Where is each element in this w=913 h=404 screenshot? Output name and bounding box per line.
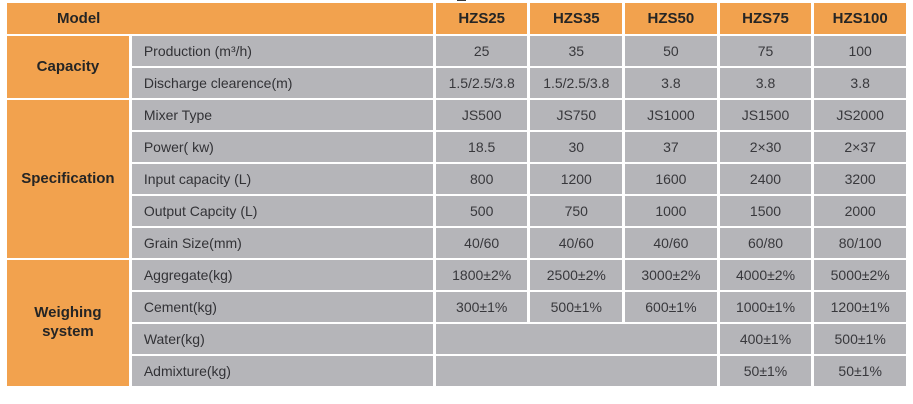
value-cell: 50±1% xyxy=(814,356,906,386)
value-cell: 18.5 xyxy=(435,132,528,162)
table-row: Grain Size(mm) 40/60 40/60 40/60 60/80 8… xyxy=(7,228,906,258)
value-cell: 40/60 xyxy=(625,228,717,258)
value-cell: 40/60 xyxy=(435,228,528,258)
value-cell: 500 xyxy=(435,196,528,226)
value-cell: 1.5/2.5/3.8 xyxy=(435,68,528,98)
column-header-hzs50: HZS50 xyxy=(625,3,717,34)
value-cell: 30 xyxy=(530,132,623,162)
value-cell: 1200±1% xyxy=(814,292,906,322)
value-cell: 1500 xyxy=(719,196,812,226)
value-cell: 3.8 xyxy=(625,68,717,98)
value-cell: JS2000 xyxy=(814,100,906,130)
value-cell: JS1500 xyxy=(719,100,812,130)
merged-blank-cell xyxy=(435,324,717,354)
value-cell: 50±1% xyxy=(719,356,812,386)
table-row: Specification Mixer Type JS500 JS750 JS1… xyxy=(7,100,906,258)
row-label-grain-size: Grain Size(mm) xyxy=(131,228,433,258)
value-cell: 2000 xyxy=(814,196,906,226)
value-cell: 2×30 xyxy=(719,132,812,162)
table-row: Cement(kg) 300±1% 500±1% 600±1% 1000±1% … xyxy=(7,292,906,322)
value-cell: 1.5/2.5/3.8 xyxy=(530,68,623,98)
value-cell: 1000 xyxy=(625,196,717,226)
value-cell: 1000±1% xyxy=(719,292,812,322)
table-header-row: Model HZS25 HZS35 HZS50 HZS75 HZS100 xyxy=(7,3,906,34)
value-cell: JS1000 xyxy=(625,100,717,130)
value-cell: 3000±2% xyxy=(625,260,717,290)
table-row: Water(kg) 400±1% 500±1% xyxy=(7,324,906,354)
table-row: Input capacity (L) 800 1200 1600 2400 32… xyxy=(7,164,906,194)
value-cell: 2500±2% xyxy=(530,260,623,290)
column-header-hzs35: HZS35 xyxy=(530,3,623,34)
row-label-production: Production (m³/h) xyxy=(131,36,433,66)
value-cell: JS750 xyxy=(530,100,623,130)
model-header-cell: Model xyxy=(7,3,433,34)
value-cell: JS500 xyxy=(435,100,528,130)
value-cell: 1200 xyxy=(530,164,623,194)
merged-blank-cell xyxy=(435,356,717,386)
table-row: Output Capcity (L) 500 750 1000 1500 200… xyxy=(7,196,906,226)
section-header-capacity: Capacity xyxy=(7,36,129,98)
value-cell: 3200 xyxy=(814,164,906,194)
section-header-weighing-system: Weighing system xyxy=(7,260,129,386)
value-cell: 400±1% xyxy=(719,324,812,354)
table-row: Capacity Production (m³/h) 25 35 50 75 1… xyxy=(7,36,906,98)
row-label-aggregate: Aggregate(kg) xyxy=(131,260,433,290)
value-cell: 3.8 xyxy=(719,68,812,98)
column-header-hzs75: HZS75 xyxy=(719,3,812,34)
value-cell: 600±1% xyxy=(625,292,717,322)
value-cell: 1800±2% xyxy=(435,260,528,290)
value-cell: 500±1% xyxy=(814,324,906,354)
row-label-output-capacity: Output Capcity (L) xyxy=(131,196,433,226)
value-cell: 800 xyxy=(435,164,528,194)
value-cell: 4000±2% xyxy=(719,260,812,290)
row-label-admixture: Admixture(kg) xyxy=(131,356,433,386)
column-header-hzs100: HZS100 xyxy=(814,3,906,34)
value-cell: 50 xyxy=(625,36,717,66)
value-cell: 750 xyxy=(530,196,623,226)
value-cell: 80/100 xyxy=(814,228,906,258)
value-cell: 60/80 xyxy=(719,228,812,258)
table-row: Power( kw) 18.5 30 37 2×30 2×37 xyxy=(7,132,906,162)
row-label-power: Power( kw) xyxy=(131,132,433,162)
value-cell: 25 xyxy=(435,36,528,66)
section-header-specification: Specification xyxy=(7,100,129,258)
specification-table: Model HZS25 HZS35 HZS50 HZS75 HZS100 Cap… xyxy=(4,1,909,388)
row-label-water: Water(kg) xyxy=(131,324,433,354)
value-cell: 100 xyxy=(814,36,906,66)
value-cell: 1600 xyxy=(625,164,717,194)
value-cell: 40/60 xyxy=(530,228,623,258)
value-cell: 5000±2% xyxy=(814,260,906,290)
value-cell: 35 xyxy=(530,36,623,66)
table-row: Discharge clearence(m) 1.5/2.5/3.8 1.5/2… xyxy=(7,68,906,98)
table-row: Weighing system Aggregate(kg) 1800±2% 25… xyxy=(7,260,906,386)
row-label-discharge-clearence: Discharge clearence(m) xyxy=(131,68,433,98)
value-cell: 2400 xyxy=(719,164,812,194)
value-cell: 3.8 xyxy=(814,68,906,98)
column-header-hzs25: HZS25 xyxy=(435,3,528,34)
row-label-input-capacity: Input capacity (L) xyxy=(131,164,433,194)
value-cell: 75 xyxy=(719,36,812,66)
value-cell: 37 xyxy=(625,132,717,162)
value-cell: 300±1% xyxy=(435,292,528,322)
row-label-mixer-type: Mixer Type xyxy=(131,100,433,130)
value-cell: 500±1% xyxy=(530,292,623,322)
value-cell: 2×37 xyxy=(814,132,906,162)
row-label-cement: Cement(kg) xyxy=(131,292,433,322)
table-row: Admixture(kg) 50±1% 50±1% xyxy=(7,356,906,386)
